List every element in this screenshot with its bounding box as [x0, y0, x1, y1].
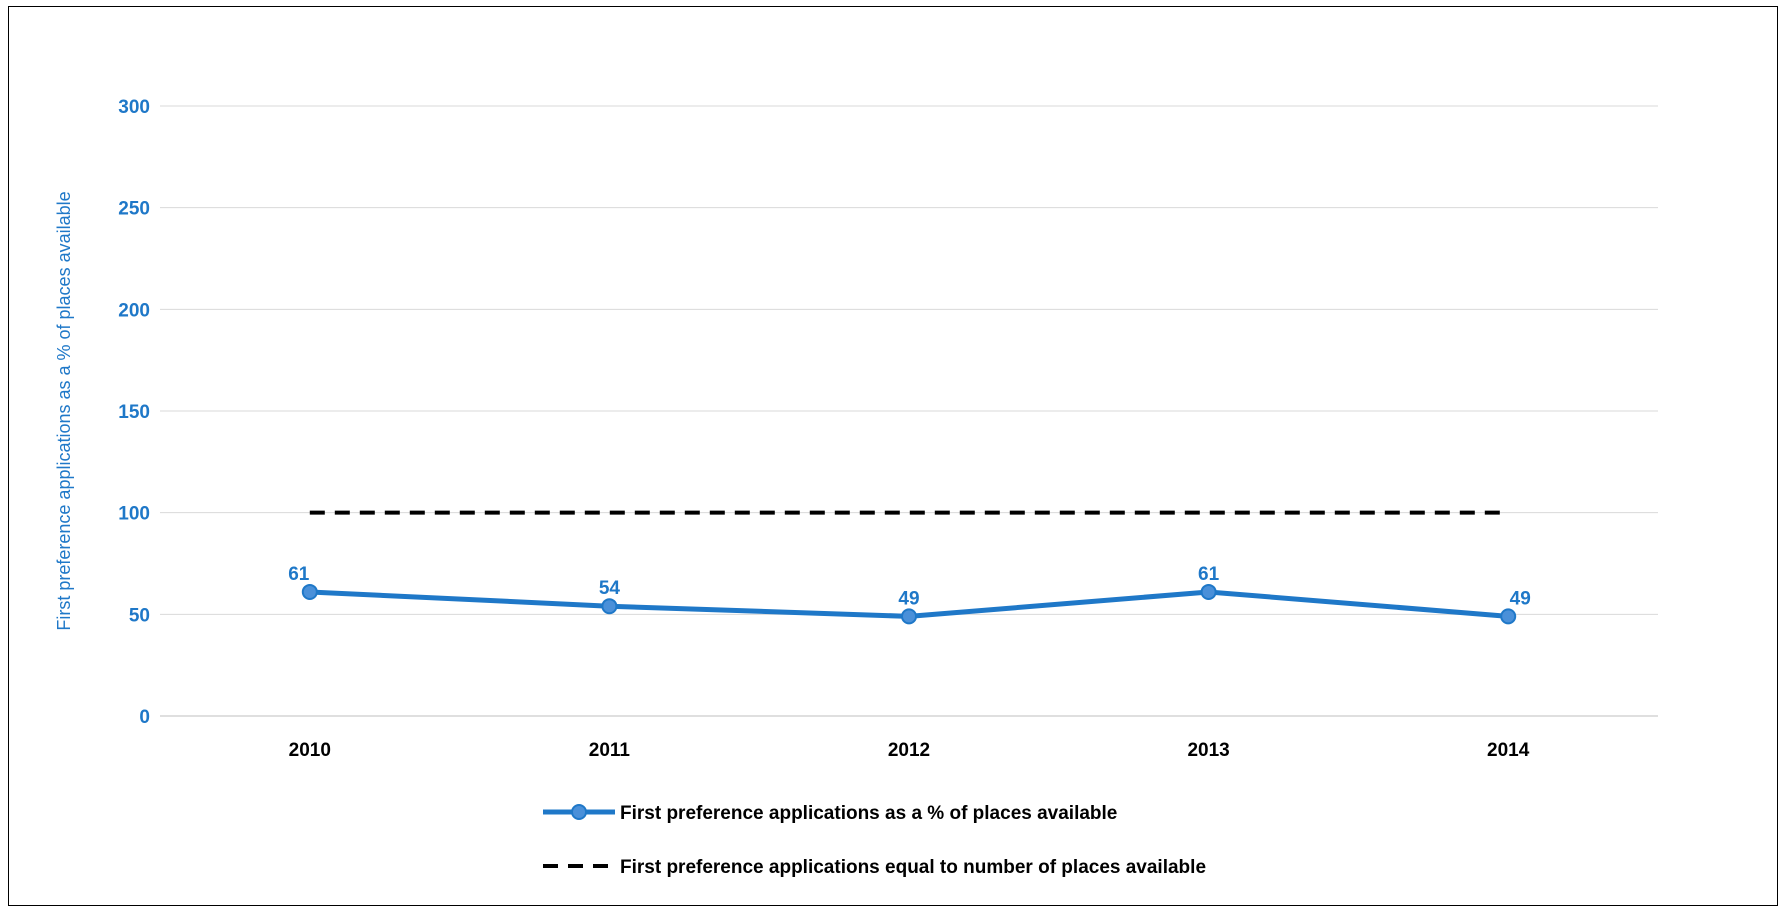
- main-series: [301, 583, 1517, 625]
- legend: First preference applications as a % of …: [543, 803, 1206, 878]
- data-point: [1500, 608, 1517, 625]
- y-tick-label: 200: [118, 300, 150, 321]
- y-tick-label: 100: [118, 504, 150, 525]
- y-axis-ticks: 0 50 100 150 200 250 300: [118, 97, 150, 728]
- legend-item-reference: First preference applications equal to n…: [543, 857, 1206, 878]
- data-labels: 61 54 49 61 49: [288, 564, 1531, 609]
- y-tick-label: 300: [118, 97, 150, 118]
- x-tick-label: 2014: [1487, 740, 1530, 761]
- x-tick-label: 2012: [888, 740, 930, 761]
- x-axis-ticks: 2010 2011 2012 2013 2014: [289, 740, 1530, 761]
- data-point: [1200, 583, 1217, 600]
- legend-label-reference: First preference applications equal to n…: [620, 857, 1206, 878]
- x-tick-label: 2011: [589, 740, 631, 761]
- data-label: 61: [1198, 564, 1220, 585]
- data-point: [901, 608, 917, 625]
- y-tick-label: 150: [118, 402, 150, 423]
- chart-frame: [8, 6, 1778, 906]
- y-tick-label: 250: [118, 199, 150, 220]
- legend-item-main: First preference applications as a % of …: [543, 803, 1117, 824]
- data-point: [601, 598, 618, 615]
- gridlines: [160, 105, 1658, 717]
- y-tick-label: 50: [129, 605, 150, 626]
- data-label: 61: [288, 564, 310, 585]
- y-tick-label: 0: [139, 707, 150, 728]
- legend-swatch-main-marker: [571, 804, 587, 820]
- data-point: [301, 583, 318, 600]
- x-tick-label: 2010: [289, 740, 331, 761]
- x-tick-label: 2013: [1187, 740, 1229, 761]
- data-label: 49: [1510, 588, 1531, 609]
- data-label: 54: [599, 578, 621, 599]
- data-label: 49: [898, 588, 919, 609]
- legend-label-main: First preference applications as a % of …: [620, 803, 1117, 824]
- y-axis-label: First preference applications as a % of …: [54, 191, 74, 630]
